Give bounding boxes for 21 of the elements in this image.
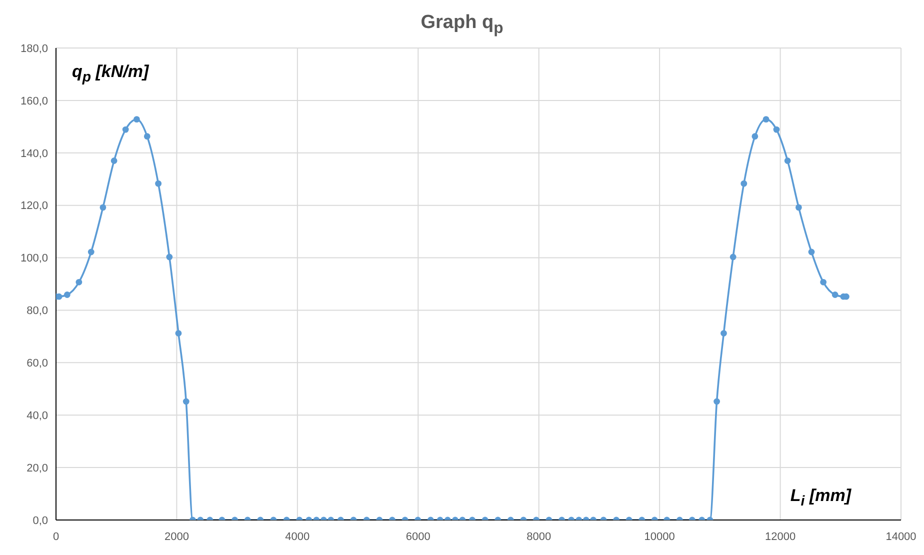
x-tick-label: 14000 [886,531,916,543]
chart-title: Graph q$_{p}$ [420,12,504,38]
y-tick-label: 80,0 [26,305,48,318]
y-tick-label: 180,0 [20,42,48,55]
x-tick-label: 6000 [406,531,430,543]
y-tick-label: 40,0 [26,410,48,422]
x-tick-label: 8000 [526,531,552,543]
y-tick-label: 60,0 [26,358,48,370]
x-tick-label: 2000 [164,531,189,543]
y-tick-label: 0,0 [32,514,48,527]
y-tick-label: 120,0 [20,200,48,212]
x-axis-title: L$_{i}$ [mm] [790,486,851,510]
y-axis-title: q$_{p}$ [kN/m] [72,62,149,86]
y-tick-label: 100,0 [20,252,48,265]
y-tick-label: 160,0 [20,95,48,108]
x-tick-label: 4000 [285,531,310,543]
x-tick-label: 10000 [644,531,675,543]
y-tick-label: 20,0 [26,462,48,474]
x-tick-label: 0 [52,531,60,543]
y-tick-label: 140,0 [20,148,48,160]
x-tick-label: 12000 [764,531,796,543]
